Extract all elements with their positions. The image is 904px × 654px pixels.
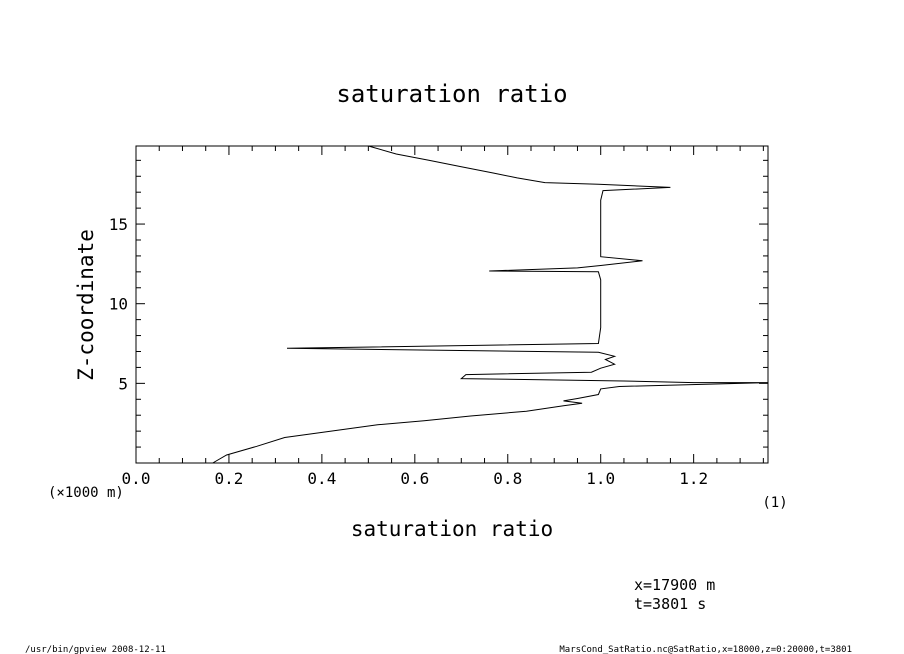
time-annotation: t=3801 s [634, 595, 706, 613]
plot-frame [135, 145, 769, 464]
x-axis: 0.0 0.2 0.4 0.6 0.8 1.0 1.2 [122, 146, 764, 488]
y-tick-label: 10 [109, 295, 128, 314]
y-tick-label: 15 [109, 215, 128, 234]
footer-left: /usr/bin/gpview 2008-12-11 [25, 645, 166, 654]
y-unit-label: (×1000 m) [48, 485, 124, 501]
x-tick-label: 0.0 [122, 469, 151, 488]
x-tick-label: 1.0 [586, 469, 615, 488]
x-tick-label: 0.8 [493, 469, 522, 488]
x-tick-label: 0.6 [400, 469, 429, 488]
y-tick-label: 5 [118, 374, 128, 393]
x-unit-label: (1) [762, 495, 787, 511]
y-axis: 5 10 15 [109, 159, 768, 448]
x-tick-label: 0.4 [307, 469, 336, 488]
series-line [212, 145, 769, 464]
x-axis-label: saturation ratio [351, 517, 553, 541]
footer-right: MarsCond_SatRatio.nc@SatRatio,x=18000,z=… [559, 645, 852, 654]
position-annotation: x=17900 m [634, 576, 715, 594]
x-tick-label: 1.2 [679, 469, 708, 488]
x-tick-label: 0.2 [214, 469, 243, 488]
y-axis-label: Z-coordinate [74, 229, 98, 381]
chart-title: saturation ratio [336, 80, 567, 108]
